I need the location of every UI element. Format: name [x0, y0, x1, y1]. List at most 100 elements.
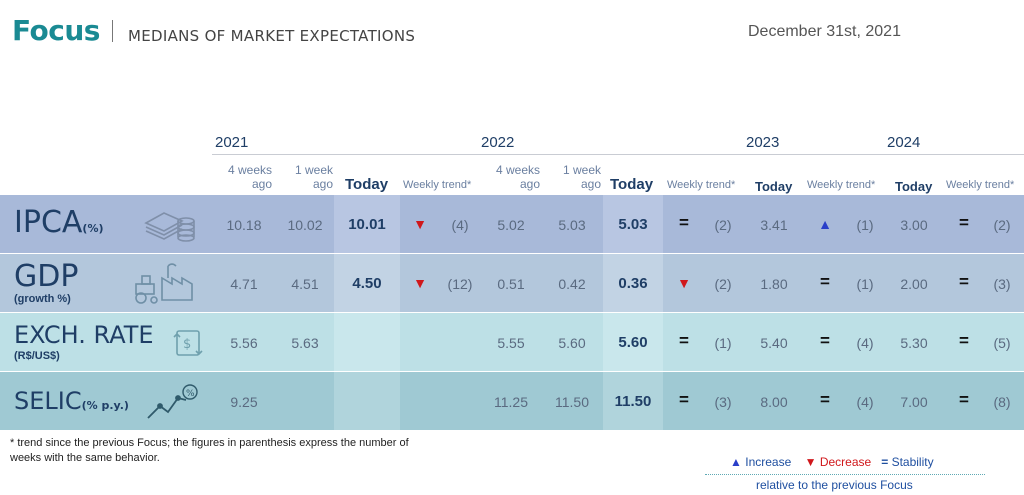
- unit-exch-rate: (R$/US$): [14, 350, 60, 362]
- col-2021-4weeks: 4 weeks ago: [227, 163, 272, 191]
- ipca-2021-1w: 10.02: [287, 217, 323, 233]
- report-date: December 31st, 2021: [748, 23, 901, 40]
- footnote: * trend since the previous Focus; the fi…: [10, 437, 409, 464]
- exch-2023-today: 5.40: [760, 335, 788, 351]
- gdp-2022-trend-icon: ▼: [677, 275, 691, 291]
- selic-2022-1w: 11.50: [555, 394, 589, 410]
- col-2021-trend: Weekly trend*: [403, 179, 472, 191]
- svg-text:%: %: [186, 389, 195, 399]
- selic-2024-trend-icon: =: [959, 390, 969, 409]
- today-band-2022: [603, 195, 663, 253]
- today-band-2022: [603, 372, 663, 430]
- gdp-2023-trend-icon: =: [820, 272, 830, 291]
- year-2024: 2024: [887, 134, 921, 151]
- col-2023-today: Today: [755, 179, 793, 194]
- money-stack-icon: [144, 212, 195, 242]
- legend-decrease-icon: ▼: [804, 455, 817, 469]
- exch-2022-1w: 5.60: [558, 335, 586, 351]
- row-ipca: IPCA(%) 10.18 10.02 10.01 ▼ (4) 5.02 5.0…: [0, 195, 1024, 253]
- gdp-2021-trend-icon: ▼: [413, 275, 427, 291]
- exch-2021-4w: 5.56: [230, 335, 258, 351]
- col-2024-today: Today: [895, 179, 933, 194]
- focus-title: Focus: [12, 14, 100, 47]
- col-2021-1week: 1 week ago: [294, 163, 333, 191]
- legend-stability-label: Stability: [891, 455, 934, 469]
- exch-2023-trend-icon: =: [820, 331, 830, 350]
- ipca-2021-count: (4): [451, 217, 469, 233]
- ipca-2022-trend-icon: =: [679, 213, 689, 232]
- selic-2022-trend-icon: =: [679, 390, 689, 409]
- ipca-2021-4w: 10.18: [226, 217, 262, 233]
- year-2023: 2023: [746, 134, 780, 151]
- ipca-2022-today: 5.03: [618, 216, 648, 233]
- selic-2024-count: (8): [993, 394, 1011, 410]
- ipca-2024-today: 3.00: [900, 217, 928, 233]
- today-band-2021: [334, 195, 400, 253]
- selic-2022-count: (3): [714, 394, 732, 410]
- unit-gdp: (growth %): [14, 293, 71, 305]
- year-2021: 2021: [215, 134, 249, 151]
- selic-2022-4w: 11.25: [494, 394, 528, 410]
- label-selic: SELIC(% p.y.): [14, 387, 129, 415]
- legend-divider: [705, 474, 985, 475]
- exch-2022-trend-icon: =: [679, 331, 689, 350]
- year-underline: [212, 154, 1024, 155]
- legend: ▲ Increase ▼ Decrease = Stability: [730, 455, 934, 469]
- today-band-2021: [334, 254, 400, 312]
- gdp-2022-count: (2): [714, 276, 732, 292]
- gdp-2024-trend-icon: =: [959, 272, 969, 291]
- ipca-2023-trend-icon: ▲: [818, 216, 832, 232]
- exch-2022-4w: 5.55: [497, 335, 525, 351]
- col-2022-4weeks: 4 weeks ago: [495, 163, 540, 191]
- col-2021-today: Today: [345, 176, 389, 193]
- legend-increase-label: Increase: [745, 455, 792, 469]
- report-subtitle: MEDIANS OF MARKET EXPECTATIONS: [128, 27, 416, 45]
- ipca-2023-count: (1): [856, 217, 874, 233]
- gdp-2021-1w: 4.51: [291, 276, 319, 292]
- year-2022: 2022: [481, 134, 515, 151]
- today-band-2021: [334, 372, 400, 430]
- gdp-2023-count: (1): [856, 276, 874, 292]
- ipca-2021-trend-icon: ▼: [413, 216, 427, 232]
- gdp-2021-count: (12): [447, 276, 473, 292]
- label-gdp: GDP: [14, 259, 79, 294]
- ipca-2024-count: (2): [993, 217, 1011, 233]
- selic-2023-trend-icon: =: [820, 390, 830, 409]
- unit-ipca: (%): [82, 222, 104, 235]
- legend-increase-icon: ▲: [730, 455, 742, 469]
- selic-2024-today: 7.00: [900, 394, 928, 410]
- gdp-2024-count: (3): [993, 276, 1011, 292]
- selic-2022-today: 11.50: [614, 393, 652, 410]
- unit-selic: (% p.y.): [81, 399, 129, 412]
- currency-exchange-icon: $: [173, 330, 203, 356]
- exch-2024-count: (5): [993, 335, 1011, 351]
- selic-2023-count: (4): [856, 394, 874, 410]
- ipca-2022-4w: 5.02: [497, 217, 525, 233]
- exch-2024-today: 5.30: [900, 335, 928, 351]
- row-exch-rate: EXCH. RATE (R$/US$) $ 5.56 5.63 5.55 5.6…: [0, 313, 1024, 371]
- exch-2022-count: (1): [714, 335, 732, 351]
- exch-2023-count: (4): [856, 335, 874, 351]
- today-band-2022: [603, 313, 663, 371]
- selic-2021-4w: 9.25: [230, 394, 258, 410]
- ipca-2022-1w: 5.03: [558, 217, 586, 233]
- selic-2023-today: 8.00: [760, 394, 788, 410]
- gdp-2022-4w: 0.51: [497, 276, 525, 292]
- legend-decrease-label: Decrease: [819, 455, 872, 469]
- ipca-2024-trend-icon: =: [959, 213, 969, 232]
- row-selic: SELIC(% p.y.) % 9.25 11.25 11.50 11.50 =…: [0, 372, 1024, 430]
- col-2022-1week: 1 week ago: [562, 163, 601, 191]
- col-2022-trend: Weekly trend*: [667, 179, 736, 191]
- gdp-2023-today: 1.80: [760, 276, 788, 292]
- rising-line-chart-icon: %: [147, 384, 198, 419]
- legend-stability-icon: =: [881, 455, 889, 469]
- gdp-2024-today: 2.00: [900, 276, 928, 292]
- gdp-2021-today: 4.50: [352, 275, 382, 292]
- svg-text:$: $: [183, 337, 191, 352]
- col-2023-trend: Weekly trend*: [807, 179, 876, 191]
- gdp-2022-1w: 0.42: [558, 276, 586, 292]
- label-ipca: IPCA(%): [14, 205, 104, 240]
- row-gdp: GDP (growth %) 4.71 4.51 4.50 ▼ (12) 0.5…: [0, 254, 1024, 312]
- gdp-2021-4w: 4.71: [230, 276, 258, 292]
- gdp-2022-today: 0.36: [618, 275, 648, 292]
